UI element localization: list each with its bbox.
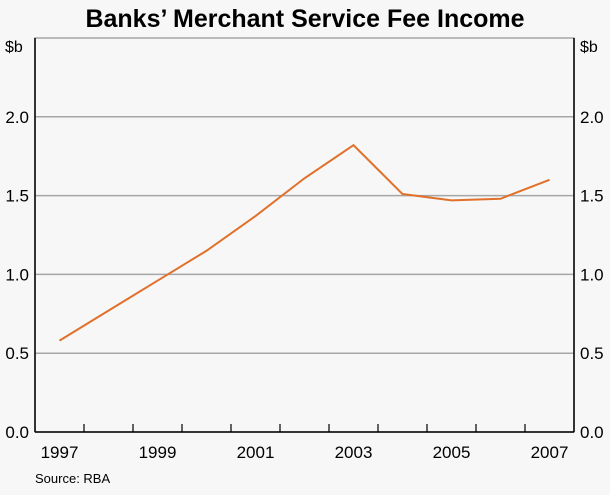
y-tick-label-right: 0.0	[580, 423, 604, 442]
y-axis-unit-left: $b	[5, 39, 23, 56]
y-tick-label-right: 1.0	[580, 265, 604, 284]
x-tick-label: 2007	[531, 443, 569, 462]
y-tick-label-right: 1.5	[580, 187, 604, 206]
y-tick-label-left: 1.0	[5, 265, 29, 284]
x-tick-label: 2001	[237, 443, 275, 462]
x-tick-label: 2003	[335, 443, 373, 462]
x-tick-label: 1999	[139, 443, 177, 462]
source-note: Source: RBA	[35, 471, 110, 486]
chart-title: Banks’ Merchant Service Fee Income	[85, 5, 524, 33]
y-tick-label-left: 1.5	[5, 187, 29, 206]
y-tick-label-right: 2.0	[580, 108, 604, 127]
x-tick-label: 2005	[433, 443, 471, 462]
y-tick-label-right: 0.5	[580, 344, 604, 363]
plot-area	[35, 38, 574, 432]
x-tick-label: 1997	[41, 443, 79, 462]
y-tick-label-left: 0.0	[5, 423, 29, 442]
y-tick-label-left: 2.0	[5, 108, 29, 127]
y-axis-unit-right: $b	[580, 39, 598, 56]
y-tick-label-left: 0.5	[5, 344, 29, 363]
